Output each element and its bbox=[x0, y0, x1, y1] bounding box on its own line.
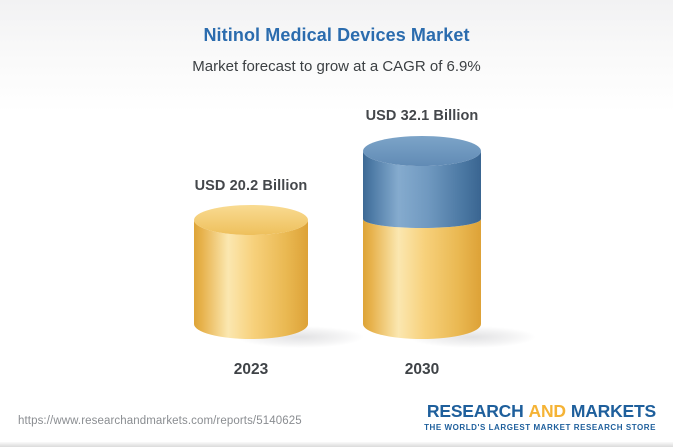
chart-subtitle: Market forecast to grow at a CAGR of 6.9… bbox=[192, 58, 481, 75]
bar-2030-top-face bbox=[363, 136, 481, 166]
axis-label-2030: 2030 bbox=[404, 361, 440, 378]
bar-2030-base-segment bbox=[363, 219, 481, 339]
logo-tagline: THE WORLD'S LARGEST MARKET RESEARCH STOR… bbox=[424, 422, 656, 432]
logo-word-and: AND bbox=[528, 401, 567, 421]
axis-label-2023: 2023 bbox=[233, 361, 269, 378]
bar-2023-body bbox=[194, 220, 308, 339]
logo-word-markets: MARKETS bbox=[570, 401, 656, 421]
chart-title: Nitinol Medical Devices Market bbox=[203, 25, 470, 45]
bar-2023-top-face bbox=[194, 205, 308, 235]
logo-word-research: RESEARCH bbox=[426, 401, 524, 421]
bar-2030-growth-segment bbox=[363, 151, 481, 228]
source-url[interactable]: https://www.researchandmarkets.com/repor… bbox=[18, 415, 302, 427]
bottom-edge-shadow bbox=[0, 442, 673, 447]
value-label-2023: USD 20.2 Billion bbox=[194, 178, 308, 194]
brand-logo-wordmark: RESEARCH AND MARKETS bbox=[424, 401, 656, 421]
brand-logo[interactable]: RESEARCH AND MARKETS THE WORLD'S LARGEST M… bbox=[424, 401, 656, 432]
top-gradient-background bbox=[0, 0, 673, 112]
value-label-2030: USD 32.1 Billion bbox=[365, 108, 479, 124]
